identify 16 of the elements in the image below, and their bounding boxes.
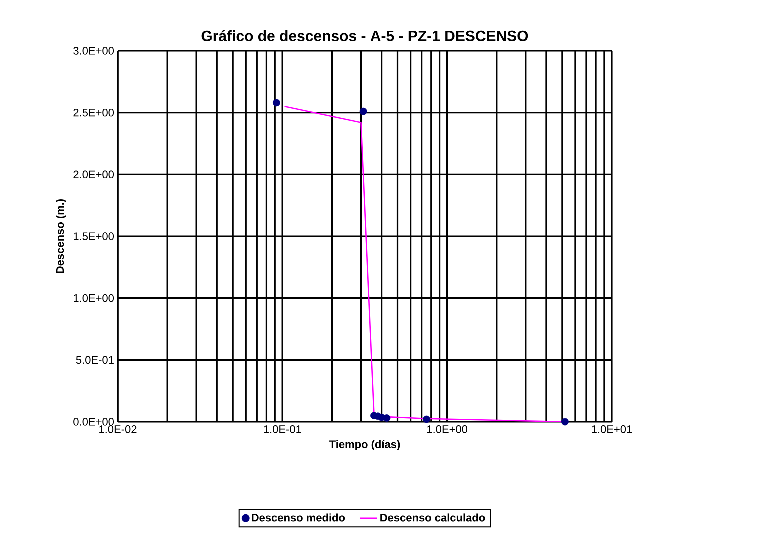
- legend-label: Descenso calculado: [380, 514, 486, 522]
- chart-title: Gráfico de descensos - A-5 - PZ-1 DESCENSO: [202, 30, 528, 42]
- y-tick-label: 1.5E+00: [74, 232, 114, 240]
- y-tick-label: 2.5E+00: [74, 108, 114, 117]
- y-tick-label: 2.0E+00: [74, 170, 114, 179]
- x-tick-label: 1.0E-02: [100, 426, 137, 434]
- y-tick-label: 3.0E+00: [74, 47, 114, 55]
- x-axis-title: Tiempo (días): [329, 440, 400, 451]
- y-tick-label: 1.0E+00: [74, 294, 114, 302]
- x-tick-label: 1.0E+01: [592, 426, 632, 434]
- y-tick-label: 5.0E-01: [76, 356, 114, 364]
- legend-label: Descenso medido: [252, 514, 346, 522]
- x-tick-label: 1.0E-01: [264, 426, 302, 434]
- y-axis-title: Descenso (m.): [56, 199, 66, 274]
- x-tick-label: 1.0E+00: [428, 426, 468, 434]
- y-tick-label: 0.0E+00: [74, 418, 114, 426]
